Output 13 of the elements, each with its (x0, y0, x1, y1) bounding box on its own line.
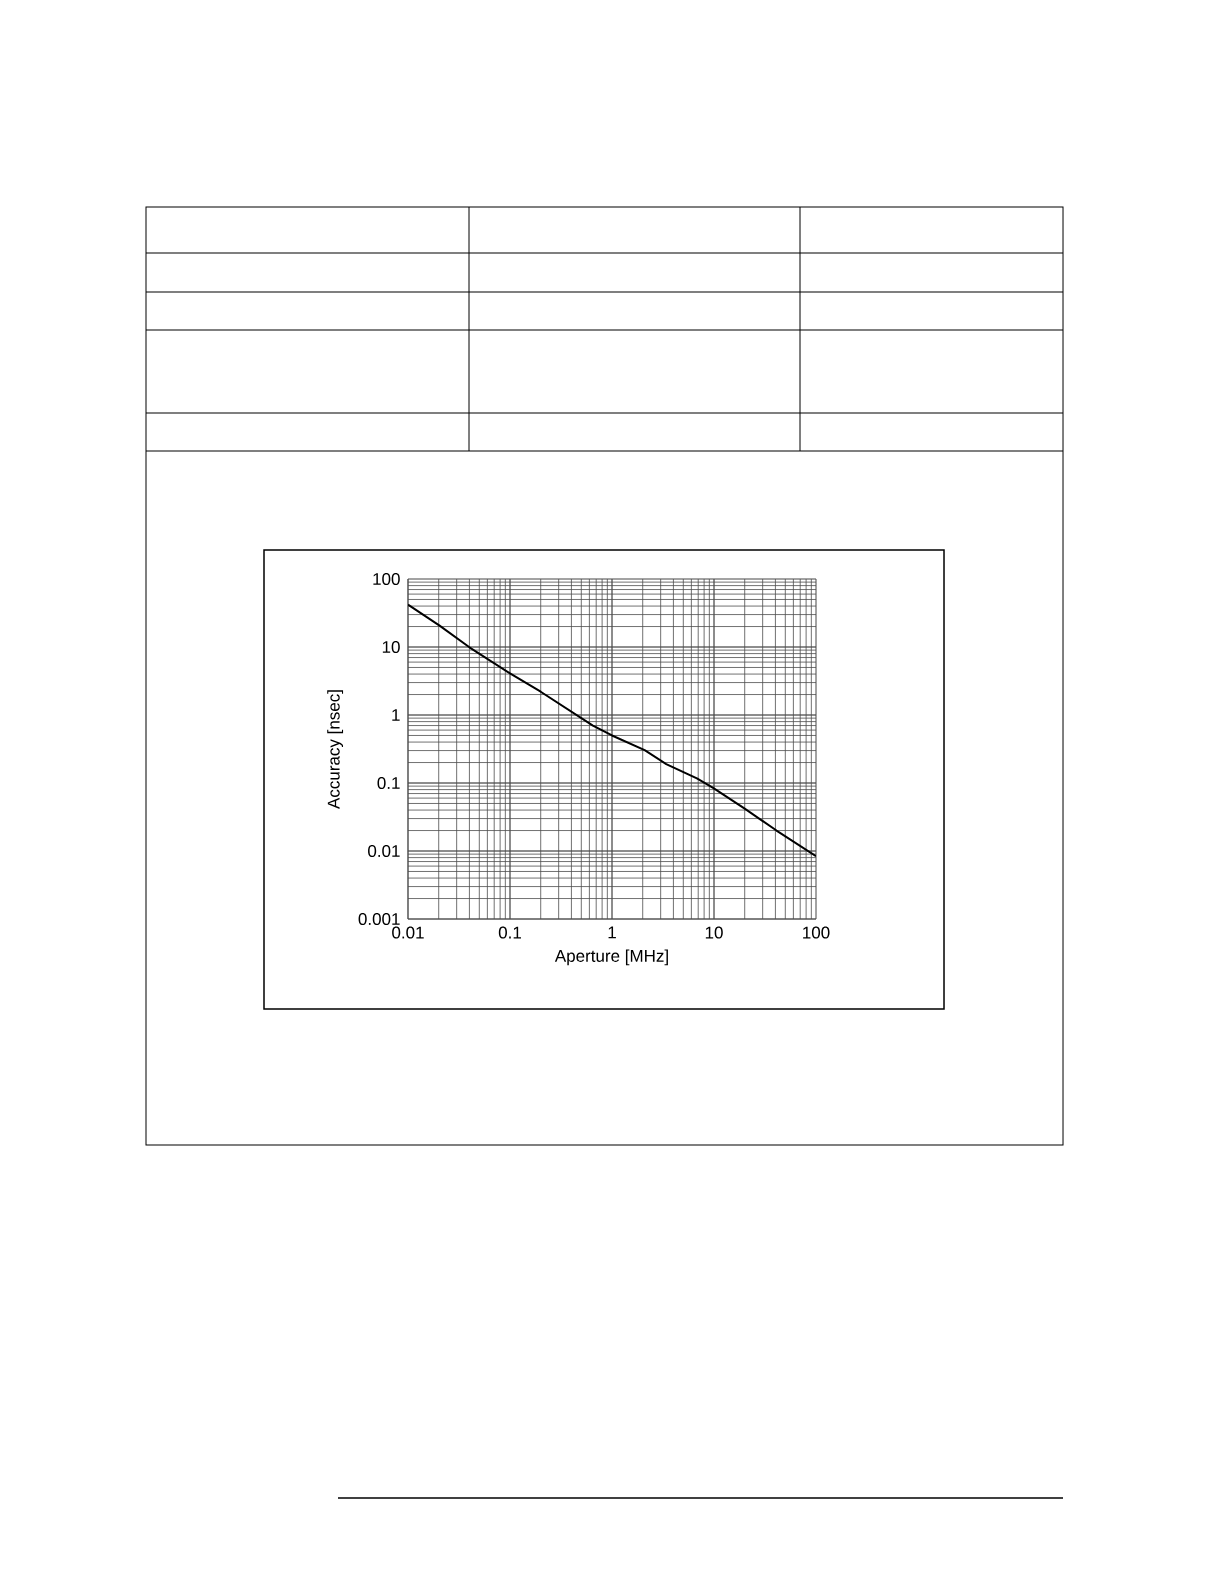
x-tick-label: 0.01 (392, 926, 424, 939)
x-tick-label: 1 (608, 926, 616, 939)
y-tick-label: 10 (382, 640, 400, 654)
x-axis-title: Aperture [MHz] (554, 949, 668, 966)
x-tick-label: 100 (803, 926, 830, 939)
y-tick-label: 100 (373, 572, 400, 586)
y-tick-label: 0.01 (368, 844, 400, 858)
y-tick-label: 1 (392, 709, 400, 721)
y-axis-title: Accuracy [nsec] (327, 690, 344, 809)
y-tick-label: 0.1 (377, 776, 400, 790)
x-tick-label: 0.1 (498, 926, 521, 939)
x-tick-label: 10 (705, 926, 723, 939)
y-tick-label: 0.001 (358, 912, 400, 926)
